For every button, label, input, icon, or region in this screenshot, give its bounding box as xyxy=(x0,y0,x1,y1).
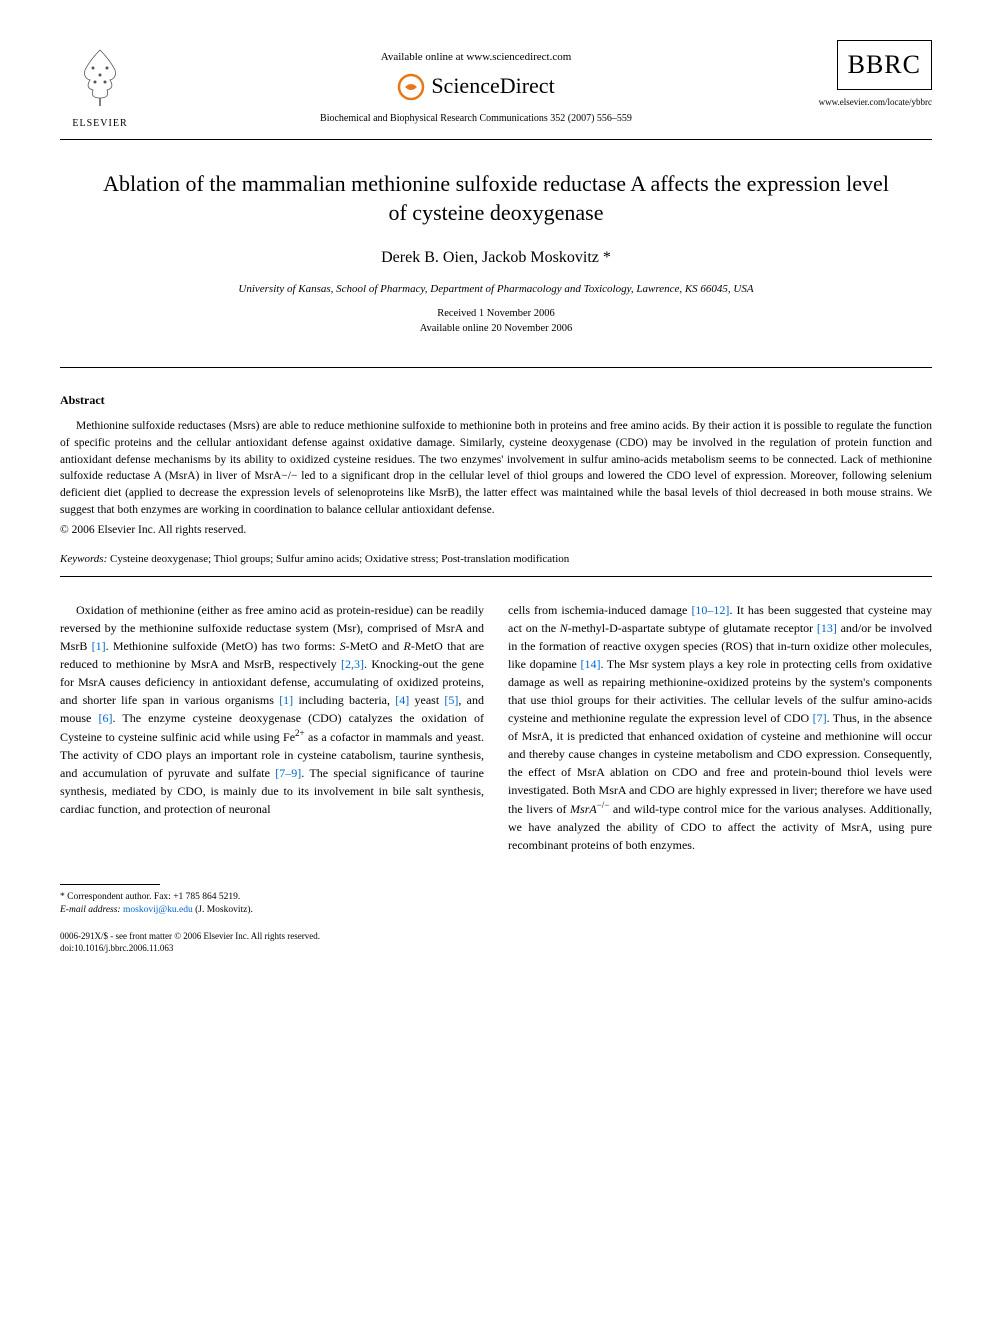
elsevier-tree-icon xyxy=(65,40,135,110)
abstract-copyright: © 2006 Elsevier Inc. All rights reserved… xyxy=(60,522,932,538)
email-suffix: (J. Moskovitz). xyxy=(195,905,253,915)
ref-link[interactable]: [4] xyxy=(395,693,409,707)
keywords-line: Keywords: Cysteine deoxygenase; Thiol gr… xyxy=(60,552,932,567)
publication-dates: Received 1 November 2006 Available onlin… xyxy=(60,307,932,336)
header-divider xyxy=(60,139,932,140)
ref-link[interactable]: [7] xyxy=(813,711,827,725)
keywords-text: Cysteine deoxygenase; Thiol groups; Sulf… xyxy=(110,553,569,565)
ref-link[interactable]: [7–9] xyxy=(275,766,301,780)
bbrc-box: BBRC www.elsevier.com/locate/ybbrc xyxy=(812,40,932,109)
ref-link[interactable]: [1] xyxy=(92,639,106,653)
footer-bottom: 0006-291X/$ - see front matter © 2006 El… xyxy=(60,931,932,954)
column-right: cells from ischemia-induced damage [10–1… xyxy=(508,601,932,854)
ref-link[interactable]: [13] xyxy=(817,621,837,635)
body-paragraph-1-cont: cells from ischemia-induced damage [10–1… xyxy=(508,601,932,854)
article-title: Ablation of the mammalian methionine sul… xyxy=(60,170,932,227)
page-footer: * Correspondent author. Fax: +1 785 864 … xyxy=(60,884,932,955)
abstract-text: Methionine sulfoxide reductases (Msrs) a… xyxy=(60,418,932,518)
sciencedirect-text: ScienceDirect xyxy=(431,71,554,102)
issn-line: 0006-291X/$ - see front matter © 2006 El… xyxy=(60,931,932,943)
body-text: Oxidation of methionine (either as free … xyxy=(60,601,932,854)
abstract-bottom-divider xyxy=(60,576,932,577)
email-line: E-mail address: moskovij@ku.edu (J. Mosk… xyxy=(60,904,932,917)
received-date: Received 1 November 2006 xyxy=(60,307,932,322)
correspondent-line: * Correspondent author. Fax: +1 785 864 … xyxy=(60,891,932,904)
bbrc-url: www.elsevier.com/locate/ybbrc xyxy=(812,96,932,109)
authors: Derek B. Oien, Jackob Moskovitz * xyxy=(60,247,932,269)
bbrc-logo: BBRC xyxy=(837,40,932,90)
ref-link[interactable]: [14] xyxy=(580,657,600,671)
sciencedirect-icon xyxy=(397,73,425,101)
ref-link[interactable]: [6] xyxy=(98,711,112,725)
elsevier-label: ELSEVIER xyxy=(60,117,140,131)
elsevier-logo: ELSEVIER xyxy=(60,40,140,131)
journal-citation: Biochemical and Biophysical Research Com… xyxy=(140,112,812,126)
ref-link[interactable]: [5] xyxy=(444,693,458,707)
abstract-heading: Abstract xyxy=(60,392,932,409)
ref-link[interactable]: [10–12] xyxy=(691,603,729,617)
abstract-top-divider xyxy=(60,367,932,368)
column-left: Oxidation of methionine (either as free … xyxy=(60,601,484,854)
available-date: Available online 20 November 2006 xyxy=(60,322,932,337)
abstract-body: Methionine sulfoxide reductases (Msrs) a… xyxy=(60,420,932,515)
footer-divider xyxy=(60,884,160,885)
page-header: ELSEVIER Available online at www.science… xyxy=(60,40,932,131)
doi-line: doi:10.1016/j.bbrc.2006.11.063 xyxy=(60,943,932,955)
ref-link[interactable]: [1] xyxy=(279,693,293,707)
body-paragraph-1: Oxidation of methionine (either as free … xyxy=(60,601,484,818)
keywords-label: Keywords: xyxy=(60,553,107,565)
sciencedirect-row: ScienceDirect xyxy=(140,71,812,102)
email-address[interactable]: moskovij@ku.edu xyxy=(123,905,193,915)
affiliation: University of Kansas, School of Pharmacy… xyxy=(60,282,932,297)
email-label: E-mail address: xyxy=(60,905,121,915)
available-online-text: Available online at www.sciencedirect.co… xyxy=(140,50,812,65)
ref-link[interactable]: [2,3] xyxy=(341,657,364,671)
center-header: Available online at www.sciencedirect.co… xyxy=(140,40,812,126)
